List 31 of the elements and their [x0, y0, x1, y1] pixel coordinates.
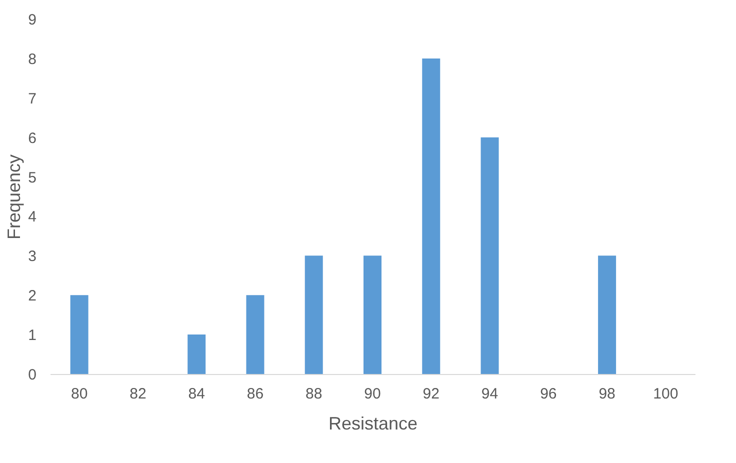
bar — [70, 295, 88, 374]
x-tick-label: 90 — [364, 386, 381, 402]
x-tick-label: 94 — [481, 386, 498, 402]
bar — [188, 334, 206, 374]
y-tick-label: 2 — [28, 288, 36, 305]
y-axis-title: Frequency — [4, 154, 24, 240]
x-tick-label: 84 — [188, 386, 205, 402]
bar — [598, 256, 616, 374]
x-tick-label: 80 — [70, 386, 88, 402]
x-tick-label: 82 — [130, 386, 146, 402]
bar — [304, 256, 323, 374]
y-tick-label: 8 — [28, 50, 36, 68]
y-tick-label: 4 — [28, 208, 36, 226]
y-tick-label: 5 — [28, 169, 36, 186]
bar — [480, 137, 499, 374]
y-tick-label: 0 — [28, 366, 36, 384]
x-tick-label: 96 — [540, 386, 557, 402]
x-tick-label: 100 — [653, 386, 678, 402]
x-tick-label: 98 — [598, 386, 616, 402]
x-tick-label: 88 — [306, 386, 322, 402]
y-tick-label: 9 — [28, 12, 36, 28]
y-tick-label: 1 — [28, 327, 36, 344]
y-tick-label: 7 — [28, 90, 36, 108]
bar — [364, 256, 382, 374]
y-tick-label: 3 — [28, 248, 36, 266]
x-tick-label: 92 — [422, 386, 440, 402]
x-tick-label: 86 — [246, 386, 264, 402]
bar — [422, 58, 440, 374]
x-axis-title: Resistance — [328, 414, 418, 434]
y-tick-label: 6 — [28, 130, 36, 147]
bar — [246, 295, 264, 374]
